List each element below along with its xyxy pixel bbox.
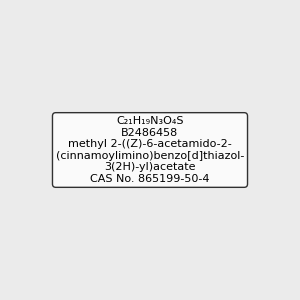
- Text: C₂₁H₁₉N₃O₄S
B2486458
methyl 2-((Z)-6-acetamido-2-
(cinnamoylimino)benzo[d]thiazo: C₂₁H₁₉N₃O₄S B2486458 methyl 2-((Z)-6-ace…: [56, 116, 244, 184]
